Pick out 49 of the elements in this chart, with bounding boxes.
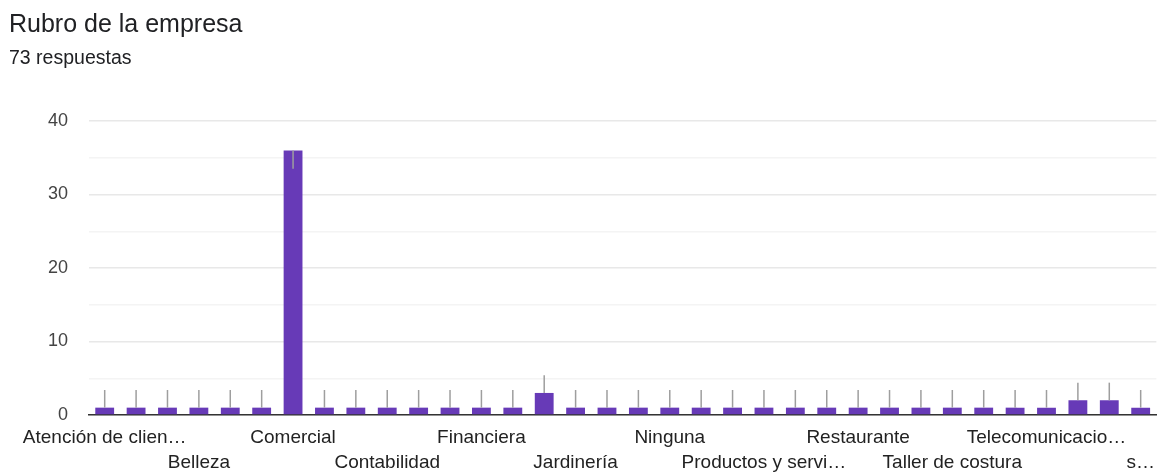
chart-title: Rubro de la empresa [9, 8, 243, 38]
x-tick-label: Telecomunicacio… [966, 425, 1127, 447]
bar [691, 407, 711, 415]
bar [220, 407, 240, 415]
bar [472, 407, 491, 415]
y-tick-label: 40 [47, 109, 68, 130]
bar [817, 407, 837, 415]
x-tick-label: Financiera [437, 425, 527, 447]
bar [848, 407, 868, 415]
x-tick-label: s… [1126, 450, 1155, 472]
bar [974, 407, 994, 415]
bar [1037, 407, 1056, 415]
bar [785, 407, 805, 415]
bar [660, 407, 680, 415]
bar [377, 407, 397, 415]
y-tick-label: 20 [47, 256, 68, 277]
x-tick-label: Ninguna [634, 425, 706, 447]
x-tick-label: Atención de clien… [22, 425, 187, 447]
bar [628, 407, 648, 415]
bar [566, 407, 586, 415]
bar [1099, 400, 1119, 415]
y-tick-label: 10 [47, 330, 68, 351]
x-tick-label: Jardinería [533, 450, 619, 472]
bar [503, 407, 523, 415]
bar [126, 407, 146, 415]
bar [723, 407, 742, 415]
bar [534, 392, 554, 415]
y-tick-label: 0 [57, 403, 68, 424]
bar [283, 150, 303, 415]
x-tick-label: Comercial [250, 425, 336, 447]
bar [252, 407, 272, 415]
y-tick-label: 30 [47, 183, 68, 204]
chart-subtitle: 73 respuestas [9, 45, 132, 69]
bar [189, 407, 209, 415]
bar [409, 407, 429, 415]
bar [1005, 407, 1025, 415]
bar [95, 407, 115, 415]
bar [315, 407, 334, 415]
bar [158, 407, 177, 415]
bar [942, 407, 962, 415]
bar [346, 407, 366, 415]
bar [1068, 400, 1088, 415]
x-tick-label: Productos y servi… [681, 450, 847, 472]
x-tick-label: Belleza [167, 450, 231, 472]
x-tick-label: Restaurante [806, 425, 910, 447]
bar [880, 407, 899, 415]
bar [1131, 407, 1151, 415]
x-tick-label: Contabilidad [334, 450, 441, 472]
x-tick-label: Taller de costura [882, 450, 1023, 472]
